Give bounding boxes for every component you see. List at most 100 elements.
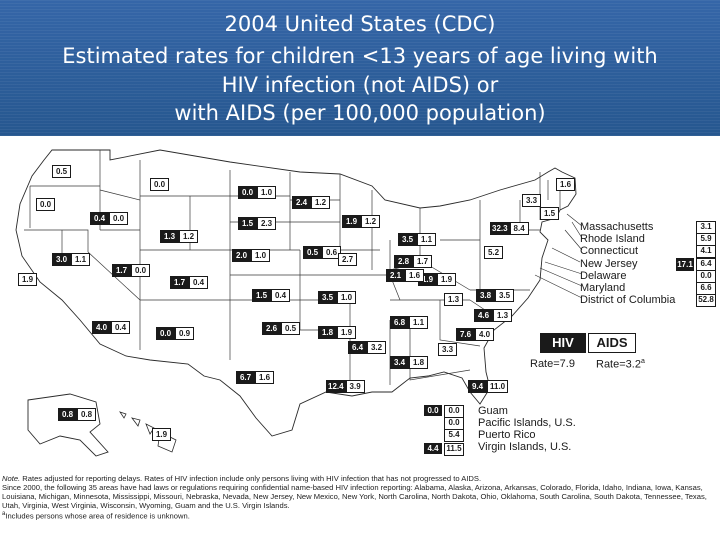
state-label-sd: 1.5 2.3 [238,217,276,230]
state-aids-value-nm: 0.9 [175,327,194,340]
state-label-vt: 3.3 [522,194,541,207]
legend-aids-rate: Rate=3.2a [596,358,645,371]
ne-name-rhode-island: Rhode Island [580,233,645,245]
footnotes: Note. Rates adjusted for reporting delay… [2,474,718,521]
state-label-mi: 3.5 1.1 [398,233,436,246]
state-hiv-value-va: 3.8 [476,289,495,302]
state-aids-value-wa: 0.5 [52,165,71,178]
state-hiv-value-wy: 1.3 [160,230,179,243]
state-aids-value-mo: 1.0 [337,291,356,304]
state-aids-value-fl: 11.0 [487,380,509,393]
state-hiv-value-ms: 6.4 [348,341,367,354]
state-label-ks: 1.5 0.4 [252,289,290,302]
state-aids-value-ga: 3.3 [438,343,457,356]
title-line-2: Estimated rates for children <13 years o… [62,44,658,68]
ne-name-connecticut: Connecticut [580,245,639,257]
state-aids-value-wy: 1.2 [179,230,198,243]
state-hiv-value-la: 12.4 [326,380,346,393]
state-aids-value-oh: 1.9 [437,273,456,286]
ne-name-delaware: Delaware [580,270,627,282]
state-aids-value-pa: 5.2 [484,246,503,259]
state-label-ut: 1.7 0.0 [112,264,150,277]
note-line-1: Note. Rates adjusted for reporting delay… [2,474,482,483]
state-label-ak: 0.8 0.8 [58,408,96,421]
state-label-ne: 2.0 1.0 [232,249,270,262]
state-label-ny: 32.3 8.4 [490,222,529,235]
state-hiv-value-in: 2.8 [394,255,413,268]
state-aids-value-ia: 0.6 [322,246,341,259]
state-aids-value-mi: 1.1 [417,233,436,246]
state-aids-value-ms: 3.2 [367,341,386,354]
state-label-wv: 1.3 [444,293,463,306]
territory-name-pacific: Pacific Islands, U.S. [478,417,576,429]
territory-hiv-guam: 0.0 [424,405,442,416]
state-aids-value-ak: 0.8 [77,408,96,421]
legend-hiv-key: HIV [540,333,586,353]
territory-name-guam: Guam [478,405,508,417]
state-hiv-value-az: 4.0 [92,321,111,334]
state-hiv-value-mo: 3.5 [318,291,337,304]
state-hiv-value-ak: 0.8 [58,408,77,421]
state-label-ar: 1.8 1.9 [318,326,356,339]
title-line-3: HIV infection (not AIDS) or [221,73,499,97]
state-hiv-value-nd: 0.0 [238,186,257,199]
state-aids-value-hi: 1.9 [152,428,171,441]
state-hiv-value-ar: 1.8 [318,326,337,339]
ne-name-new-jersey: New Jersey [580,258,638,270]
territory-name-virgin-islands: Virgin Islands, U.S. [478,441,572,453]
state-label-al: 3.4 1.8 [390,356,428,369]
state-aids-value-me: 1.6 [556,178,575,191]
state-aids-value-id: 0.0 [109,212,128,225]
state-label-sc: 7.6 4.0 [456,328,494,341]
state-aids-value-co: 0.4 [189,276,208,289]
state-hiv-value-tx: 6.7 [236,371,255,384]
state-aids-value-il: 2.7 [338,253,357,266]
state-hiv-value-id: 0.4 [90,212,109,225]
state-label-ms: 6.4 3.2 [348,341,386,354]
ne-name-maryland: Maryland [580,282,626,294]
note-line-3: aIncludes persons whose area of residenc… [2,511,190,521]
state-label-nc: 4.6 1.3 [474,309,512,322]
state-label-pa: 5.2 [484,246,503,259]
state-aids-value-mt: 0.0 [150,178,169,191]
state-hiv-value-ok: 2.6 [262,322,281,335]
state-label-az: 4.0 0.4 [92,321,130,334]
state-label-co: 1.7 0.4 [170,276,208,289]
state-hiv-value-al: 3.4 [390,356,409,369]
state-hiv-value-nv: 3.0 [52,253,71,266]
state-aids-value-sd: 2.3 [257,217,276,230]
state-label-wy: 1.3 1.2 [160,230,198,243]
territory-aids-puerto-rico: 5.4 [444,429,464,442]
state-aids-value-nc: 1.3 [493,309,512,322]
title-banner: 2004 United States (CDC) Estimated rates… [0,0,720,136]
ne-hiv-new-jersey: 17.1 [676,258,694,271]
state-label-ca: 1.9 [18,273,37,286]
state-hiv-value-ne: 2.0 [232,249,251,262]
state-aids-value-wi: 1.2 [361,215,380,228]
state-aids-value-tn: 1.1 [409,316,428,329]
state-aids-value-ca: 1.9 [18,273,37,286]
state-label-nh: 1.5 [540,207,559,220]
state-hiv-value-ia: 0.5 [303,246,322,259]
state-aids-value-ky: 1.6 [405,269,424,282]
state-label-ia: 0.5 0.6 [303,246,341,259]
state-aids-value-in: 1.7 [413,255,432,268]
state-label-la: 12.4 3.9 [326,380,365,393]
state-hiv-value-nc: 4.6 [474,309,493,322]
state-label-nv: 3.0 1.1 [52,253,90,266]
state-aids-value-ny: 8.4 [509,222,529,235]
territory-hiv-virgin-islands: 4.4 [424,443,442,454]
state-aids-value-ar: 1.9 [337,326,356,339]
territory-name-puerto-rico: Puerto Rico [478,429,536,441]
state-aids-value-az: 0.4 [111,321,130,334]
state-aids-value-wv: 1.3 [444,293,463,306]
state-hiv-value-ut: 1.7 [112,264,131,277]
state-label-id: 0.4 0.0 [90,212,128,225]
state-aids-value-va: 3.5 [495,289,514,302]
state-label-or: 0.0 [36,198,55,211]
state-label-nm: 0.0 0.9 [156,327,194,340]
state-label-oh: 1.9 1.9 [418,273,456,286]
state-label-nd: 0.0 1.0 [238,186,276,199]
state-hiv-value-co: 1.7 [170,276,189,289]
state-hiv-value-sc: 7.6 [456,328,475,341]
